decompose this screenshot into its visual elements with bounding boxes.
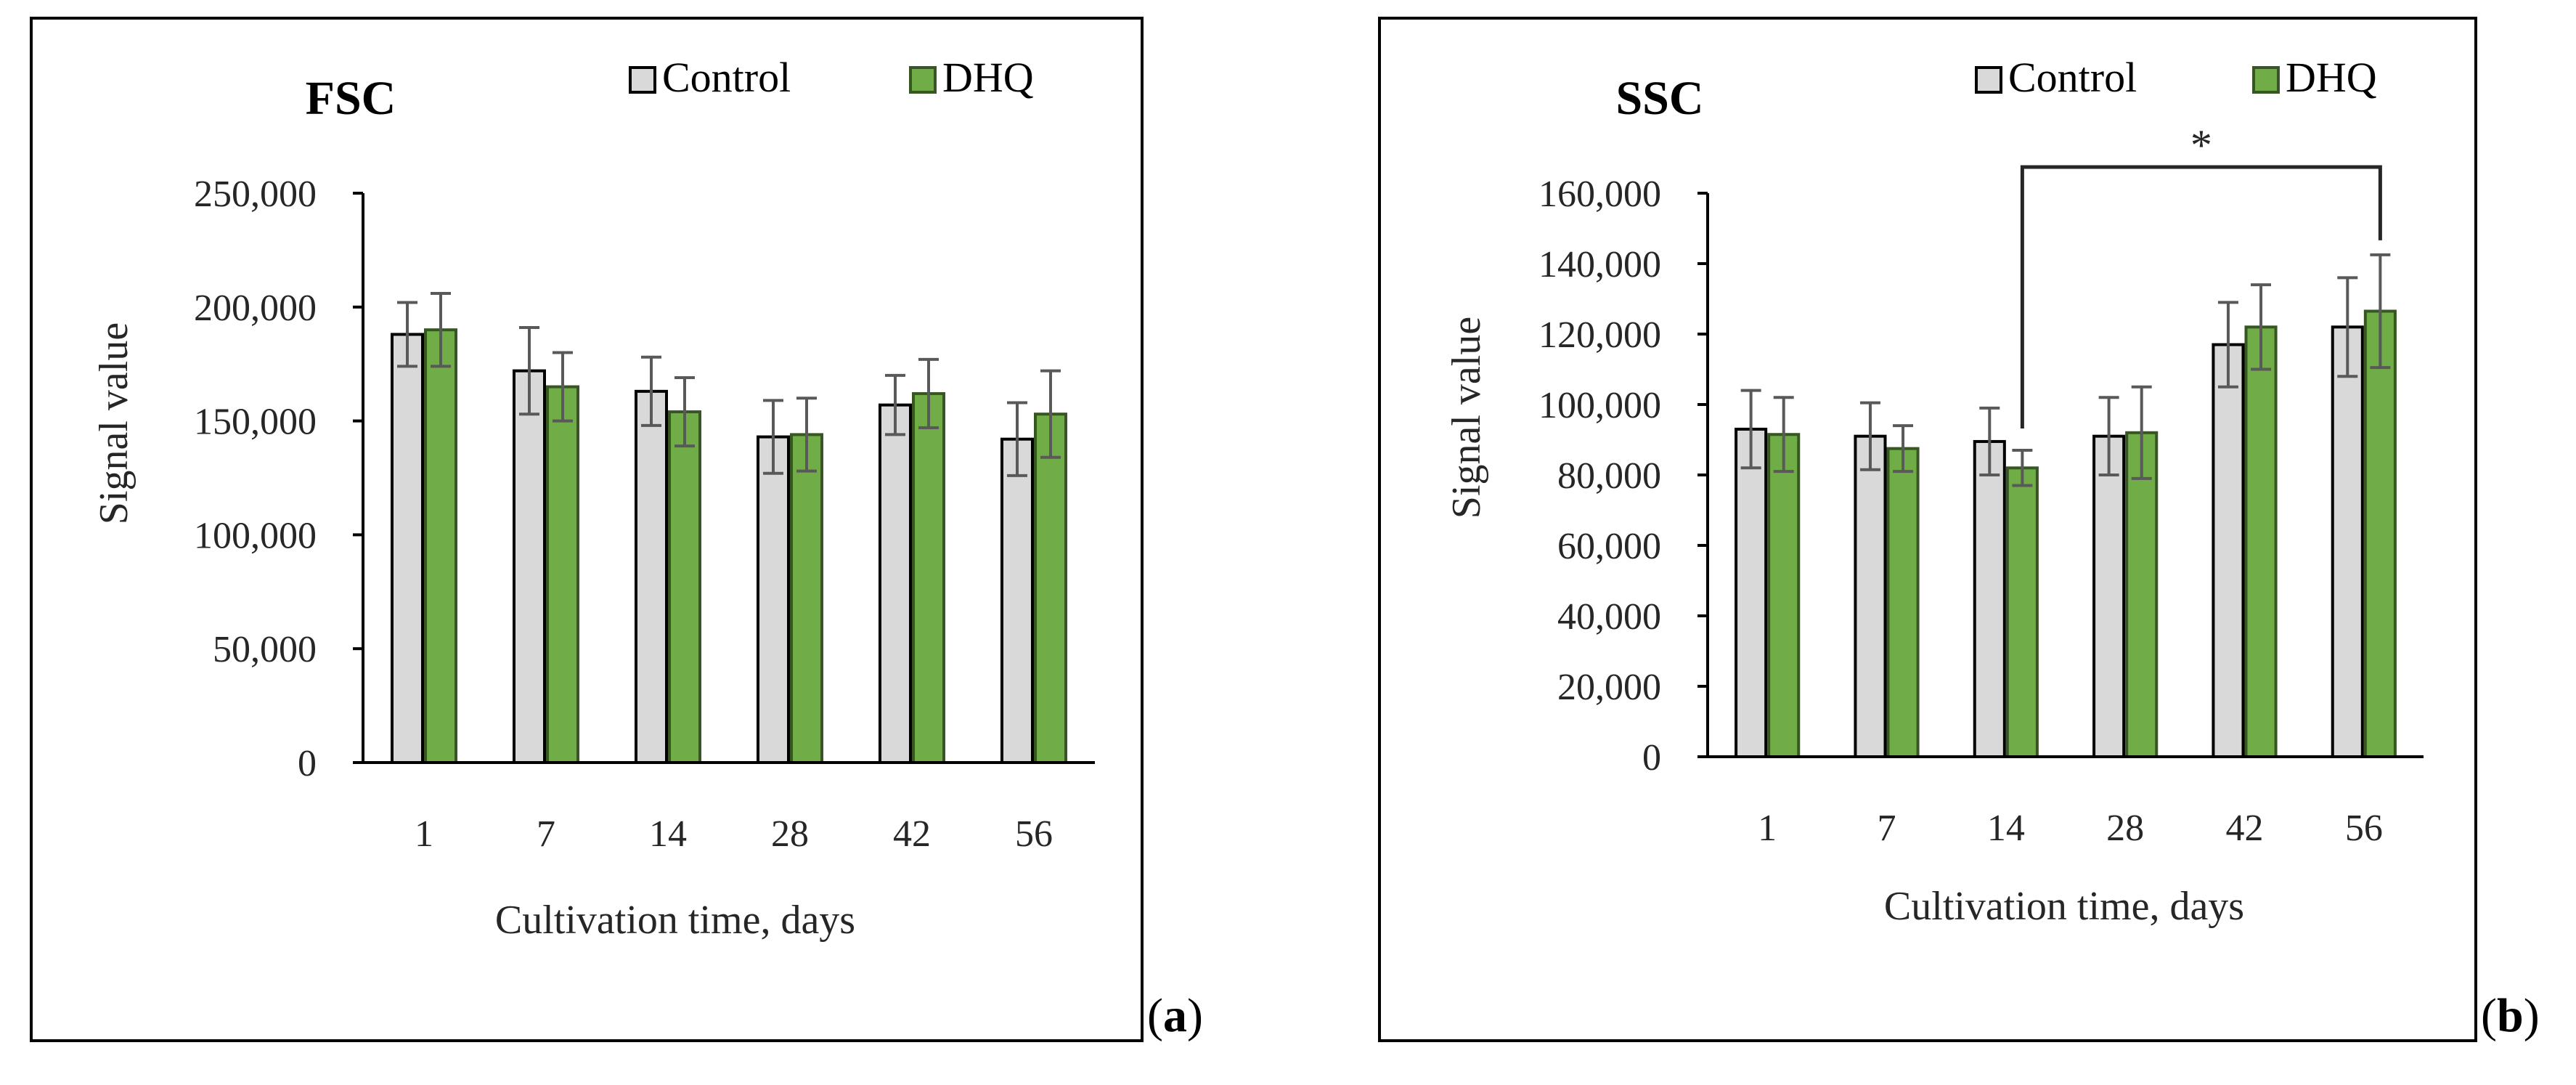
- x-tick-label: 28: [771, 813, 809, 855]
- bar-dhq: [424, 328, 457, 765]
- bar-dhq: [1886, 447, 1920, 758]
- bar-control: [2212, 343, 2245, 758]
- y-tick-label: 80,000: [1557, 455, 1661, 497]
- panel-b-frame: [1378, 17, 2477, 1042]
- y-tick-label: 150,000: [194, 402, 317, 443]
- panel-a-label-letter: a: [1163, 989, 1187, 1042]
- significance-bracket: [2020, 165, 2382, 429]
- panel-b-y-axis-title: Signal value: [1444, 317, 1489, 519]
- x-tick-label: 14: [1987, 808, 2025, 849]
- legend-swatch-control: [629, 66, 656, 94]
- panel-b-label: (b): [2481, 989, 2540, 1042]
- bar-dhq: [2244, 325, 2278, 758]
- y-tick-label: 100,000: [1538, 385, 1661, 426]
- bar-dhq: [790, 433, 823, 765]
- panel-a-title: FSC: [306, 72, 396, 125]
- legend-swatch-dhq: [2252, 66, 2280, 94]
- y-tick-label: 60,000: [1557, 526, 1661, 567]
- legend-swatch-dhq: [909, 66, 937, 94]
- x-tick-label: 42: [2226, 808, 2264, 849]
- legend-label-control: Control: [2008, 54, 2137, 101]
- bar-control: [2331, 325, 2364, 758]
- bar-dhq: [546, 385, 579, 764]
- panel-b-title: SSC: [1615, 72, 1703, 125]
- legend-label-control: Control: [662, 54, 791, 101]
- bar-control: [757, 435, 790, 764]
- y-tick-label: 0: [1642, 737, 1661, 779]
- bar-dhq: [2125, 431, 2159, 758]
- bar-dhq: [1034, 413, 1067, 765]
- legend-label-dhq: DHQ: [942, 54, 1034, 101]
- panel-a-legend: Control DHQ: [629, 54, 1034, 101]
- panel-a-frame: [30, 17, 1144, 1042]
- bar-control: [1973, 439, 2006, 758]
- bar-dhq: [912, 391, 945, 765]
- panel-b-plot-area: 0 20,000 40,000 60,000 80,000 100,000 120,000 1…: [1538, 121, 2424, 849]
- panel-b-label-letter: b: [2497, 989, 2524, 1042]
- panel-a-x-axis-title: Cultivation time, days: [495, 898, 855, 943]
- bar-dhq: [668, 410, 701, 765]
- x-tick-label: 7: [537, 813, 555, 855]
- bar-dhq: [2005, 466, 2039, 758]
- y-tick-label: 100,000: [194, 515, 317, 556]
- bar-control: [2092, 434, 2126, 759]
- x-tick-label: 56: [2345, 808, 2383, 849]
- legend-swatch-control: [1975, 66, 2002, 94]
- panel-a-label: (a): [1147, 989, 1203, 1042]
- bar-control: [1000, 437, 1034, 764]
- bar-control: [879, 403, 912, 764]
- panel-a: FSC Control DHQ Signal value Cultivation…: [30, 17, 1203, 1042]
- y-tick-label: 250,000: [194, 174, 317, 215]
- panel-a-y-axis-title: Signal value: [91, 322, 136, 524]
- bar-control: [1735, 427, 1768, 758]
- x-tick-label: 14: [649, 813, 687, 855]
- bar-control: [391, 333, 424, 764]
- y-tick-label: 120,000: [1538, 314, 1661, 356]
- bar-dhq: [1767, 433, 1801, 758]
- panel-b-legend: Control DHQ: [1975, 54, 2377, 101]
- y-tick-label: 40,000: [1557, 596, 1661, 638]
- bar-control: [635, 389, 668, 764]
- panel-b-x-axis-title: Cultivation time, days: [1884, 884, 2244, 929]
- y-tick-label: 0: [298, 743, 317, 784]
- panel-a-plot-area: 0 50,000 100,000 150,000 200,000 250,000 1 7 14 2…: [194, 174, 1095, 855]
- x-tick-label: 28: [2106, 808, 2144, 849]
- significance-marker: *: [2190, 121, 2212, 169]
- x-tick-label: 1: [415, 813, 433, 855]
- y-tick-label: 20,000: [1557, 667, 1661, 708]
- x-tick-label: 7: [1878, 808, 1896, 849]
- legend-label-dhq: DHQ: [2286, 54, 2377, 101]
- x-tick-label: 42: [893, 813, 931, 855]
- y-tick-label: 50,000: [213, 629, 317, 670]
- x-tick-label: 56: [1015, 813, 1053, 855]
- bar-control: [513, 369, 546, 765]
- y-tick-label: 200,000: [194, 288, 317, 329]
- y-tick-label: 160,000: [1538, 174, 1661, 215]
- bar-control: [1854, 434, 1887, 759]
- panel-b: SSC Control DHQ Signal value Cultivation…: [1378, 17, 2540, 1042]
- x-tick-label: 1: [1758, 808, 1777, 849]
- y-tick-label: 140,000: [1538, 244, 1661, 285]
- bar-dhq: [2363, 309, 2397, 759]
